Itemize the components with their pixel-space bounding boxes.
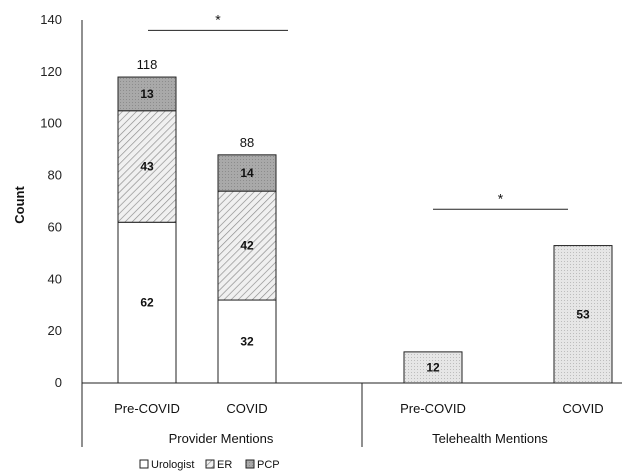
segment-value-label: 12 [426,360,440,374]
legend-label: Urologist [151,459,194,471]
significance-markers: ** [148,11,568,210]
segment-value-label: 42 [240,239,254,253]
y-tick-label: 100 [40,116,62,131]
bar-segment-pcp [217,154,277,192]
x-category-label: COVID [226,401,267,416]
y-axis-label: Count [12,186,27,224]
group-label: Telehealth Mentions [432,431,548,446]
x-axis-labels: Pre-COVID COVID Pre-COVID COVID Provider Men… [114,401,603,446]
x-category-label: Pre-COVID [114,401,180,416]
bar-segment-urologist [217,299,277,384]
y-tick-label: 120 [40,64,62,79]
segment-value-label: 53 [576,307,590,321]
y-tick-label: 0 [55,375,62,390]
y-tick-label: 60 [48,219,62,234]
significance-star: * [215,11,221,27]
y-tick-label: 80 [48,168,62,183]
segment-value-label: 43 [140,159,154,173]
segment-value-label: 14 [240,166,254,180]
y-tick-label: 40 [48,271,62,286]
y-tick-label: 20 [48,323,62,338]
segment-value-label: 62 [140,296,154,310]
group-label: Provider Mentions [169,431,274,446]
legend-label: ER [217,459,232,471]
bar-segment-er [117,110,177,223]
legend-label: PCP [257,459,280,471]
legend-swatch-er [205,459,215,469]
bar-segment-telehealth [403,351,463,384]
legend-swatch-pcp [245,459,255,469]
legend-swatch-urologist [139,459,149,469]
y-tick-label: 140 [40,12,62,27]
bar-segment-urologist [117,221,177,384]
bar-total-label: 88 [240,135,254,150]
segment-value-label: 32 [240,335,254,349]
bar-segment-pcp [117,76,177,112]
y-axis-ticks: 0 20 40 60 80 100 120 140 [40,12,62,390]
x-category-label: COVID [562,401,603,416]
bar-segment-telehealth [553,245,613,384]
significance-star: * [498,190,504,206]
segment-value-label: 13 [140,87,154,101]
bar-segment-er [217,190,277,301]
x-category-label: Pre-COVID [400,401,466,416]
legend: Urologist ER PCP [139,459,280,471]
bar-total-label: 118 [137,57,158,72]
bars: 62 43 13 118 32 42 14 88 12 53 [117,57,613,384]
